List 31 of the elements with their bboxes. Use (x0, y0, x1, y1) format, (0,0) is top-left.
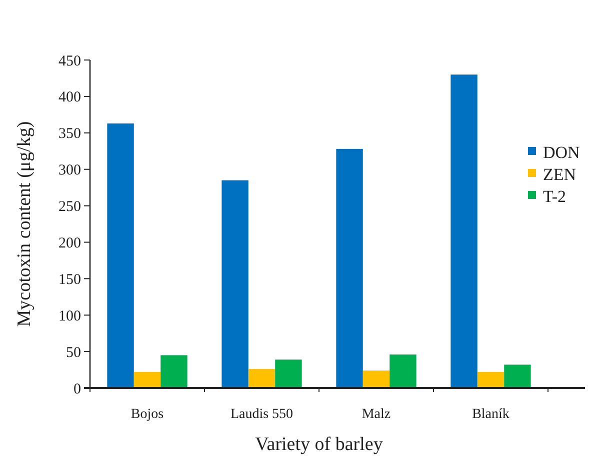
y-axis-title: Mycotoxin content (μg/kg) (14, 121, 35, 327)
y-tick-label: 250 (58, 199, 81, 216)
bar (134, 372, 161, 388)
bar (504, 364, 531, 388)
y-tick-label: 0 (74, 381, 81, 398)
y-tick-label: 150 (58, 272, 81, 288)
y-tick-label: 200 (58, 235, 81, 252)
x-tick-label: Bojos (130, 407, 164, 422)
bar (107, 123, 134, 388)
bar (160, 355, 188, 388)
y-tick-label: 450 (58, 53, 81, 70)
y-tick-label: 50 (66, 344, 81, 361)
bar (336, 148, 363, 388)
bar (222, 180, 248, 388)
legend-label: ZEN (543, 164, 576, 184)
y-tick-label: 300 (58, 162, 81, 179)
legend-label: T-2 (543, 186, 566, 206)
bar (248, 369, 276, 388)
bar (450, 74, 478, 388)
legend-label: DON (543, 142, 580, 162)
y-tick-label: 400 (58, 90, 81, 106)
x-tick-label: Malz (362, 407, 391, 422)
y-tick-label: 350 (58, 126, 81, 142)
bar (477, 372, 504, 388)
x-tick-label: Laudis 550 (230, 407, 294, 422)
x-tick-label: Blaník (472, 407, 510, 422)
y-tick-label: 100 (58, 308, 81, 324)
bar (362, 370, 390, 388)
x-axis-title: Variety of barley (255, 434, 384, 455)
bar (390, 354, 416, 388)
bar (275, 360, 302, 388)
